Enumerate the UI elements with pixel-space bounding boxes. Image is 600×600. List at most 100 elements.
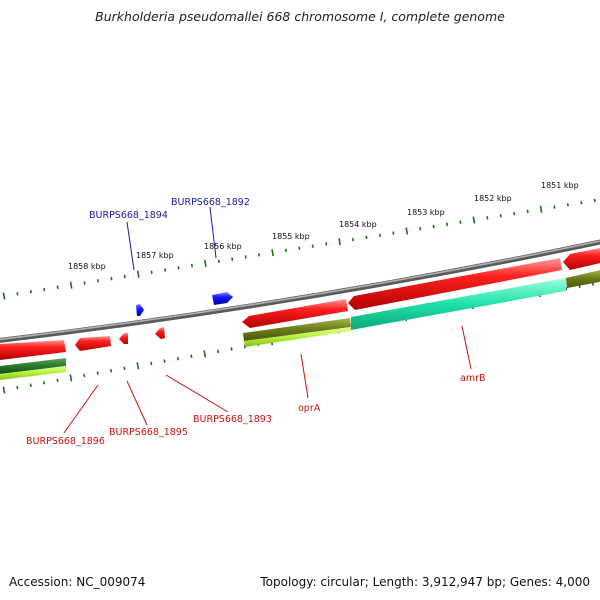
- inner-scale-minor-tick: [243, 344, 246, 349]
- map-title: Burkholderia pseudomallei 668 chromosome…: [95, 9, 505, 24]
- scale-label-1855: 1855 kbp: [272, 232, 310, 241]
- label-BURPS668_1894: BURPS668_1894: [89, 210, 168, 221]
- scale-label-1854: 1854 kbp: [339, 220, 377, 229]
- outer-scale-minor-tick: [553, 205, 556, 209]
- outer-scale-minor-tick: [486, 216, 489, 220]
- label-BURPS668_1893: BURPS668_1893: [193, 414, 272, 425]
- scale-label-1852: 1852 kbp: [474, 194, 512, 203]
- inner-scale-minor-tick: [217, 349, 220, 354]
- outer-scale-minor-tick: [56, 285, 59, 290]
- scale-label-1856: 1856 kbp: [204, 242, 242, 251]
- label-BURPS668_1892: BURPS668_1892: [171, 197, 250, 208]
- scale-labels: 1851 kbp 1852 kbp 1853 kbp 1854 kbp 1855…: [68, 181, 579, 271]
- outer-scale-ticks: [2, 198, 596, 300]
- inner-scale-minor-tick: [56, 378, 59, 383]
- scale-label-1853: 1853 kbp: [407, 208, 445, 217]
- inner-scale-major-tick: [2, 386, 6, 394]
- genome-summary-text: Topology: circular; Length: 3,912,947 bp…: [260, 575, 590, 589]
- outer-scale-major-tick: [271, 248, 274, 257]
- gene-BURPS668_1892[interactable]: [212, 292, 233, 305]
- outer-scale-major-tick: [136, 270, 140, 278]
- outer-scale-minor-tick: [446, 222, 449, 227]
- gene-amrB[interactable]: [348, 258, 562, 310]
- outer-scale-major-tick: [204, 259, 207, 268]
- inner-scale-minor-tick: [110, 368, 113, 373]
- outer-scale-minor-tick: [593, 198, 596, 203]
- gene-left-edge-cds[interactable]: [0, 340, 66, 360]
- outer-scale-minor-tick: [177, 266, 180, 270]
- outer-scale-minor-tick: [513, 211, 516, 216]
- gene-oprA[interactable]: [242, 299, 348, 328]
- scale-label-1857: 1857 kbp: [136, 251, 174, 260]
- inner-scale-minor-tick: [43, 381, 46, 385]
- outer-scale-minor-tick: [190, 263, 193, 268]
- inner-scale-minor-tick: [83, 373, 86, 378]
- inner-scale-minor-tick: [150, 361, 153, 366]
- feature-band-lime-left: [0, 366, 66, 380]
- outer-scale-minor-tick: [43, 287, 46, 292]
- gene-BURPS668_1896[interactable]: [75, 336, 111, 351]
- outer-scale-minor-tick: [16, 292, 19, 296]
- outer-scale-minor-tick: [231, 257, 234, 261]
- gene-BURPS668_1894[interactable]: [136, 304, 144, 316]
- outer-scale-major-tick: [2, 292, 6, 300]
- outer-scale-minor-tick: [378, 233, 381, 237]
- inner-scale-minor-tick: [190, 354, 193, 358]
- outer-scale-minor-tick: [29, 289, 32, 294]
- gene-BURPS668_1893[interactable]: [155, 327, 165, 339]
- outer-scale-minor-tick: [150, 270, 153, 274]
- outer-scale-minor-tick: [580, 200, 583, 205]
- outer-scale-major-tick: [539, 205, 543, 213]
- outer-scale-minor-tick: [566, 203, 569, 207]
- outer-scale-minor-tick: [284, 248, 287, 253]
- outer-scale-minor-tick: [526, 209, 529, 214]
- label-oprA: oprA: [298, 403, 321, 414]
- inner-scale-minor-tick: [176, 356, 180, 361]
- label-BURPS668_1895: BURPS668_1895: [109, 427, 188, 438]
- feature-band-darkgreen-left: [0, 358, 66, 374]
- outer-scale-minor-tick: [298, 246, 301, 250]
- inner-scale-minor-tick: [29, 383, 32, 387]
- inner-scale-minor-tick: [123, 366, 126, 371]
- inner-scale-minor-tick: [16, 385, 19, 390]
- outer-scale-minor-tick: [96, 279, 99, 283]
- inner-scale-minor-tick: [230, 347, 233, 351]
- outer-scale-minor-tick: [365, 235, 368, 240]
- inner-scale-minor-tick: [163, 359, 166, 363]
- callout-line-oprA: [300, 353, 309, 399]
- outer-scale-minor-tick: [352, 237, 355, 242]
- outer-scale-minor-tick: [459, 220, 462, 224]
- outer-scale-major-tick: [338, 238, 341, 246]
- outer-scale-minor-tick: [83, 281, 86, 285]
- outer-scale-major-tick: [69, 281, 73, 289]
- callout-line-BURPS668_1895: [126, 380, 148, 426]
- outer-scale-minor-tick: [164, 268, 167, 272]
- feature-band-teal-amrb: [351, 278, 566, 330]
- outer-scale-minor-tick: [419, 227, 422, 231]
- outer-scale-minor-tick: [110, 276, 113, 281]
- feature-band-lime-opra: [244, 327, 351, 347]
- callout-line-amrB: [461, 325, 472, 370]
- accession-text: Accession: NC_009074: [9, 575, 146, 589]
- gene-BURPS668_1895[interactable]: [119, 333, 128, 344]
- outer-scale-minor-tick: [258, 253, 261, 257]
- callout-line-BURPS668_1893: [165, 374, 229, 413]
- feature-band-olive-right: [566, 270, 600, 288]
- chromosome-backbone: [0, 239, 600, 343]
- outer-scale-minor-tick: [311, 244, 314, 248]
- gene-right-edge-cds[interactable]: [563, 247, 600, 270]
- callout-line-BURPS668_1896: [63, 384, 99, 434]
- callout-line-BURPS668_1894: [126, 221, 135, 271]
- callout-line-BURPS668_1892: [209, 206, 217, 259]
- scale-label-1858: 1858 kbp: [68, 262, 106, 271]
- inner-scale-major-tick: [136, 362, 140, 370]
- label-amrB: amrB: [460, 373, 486, 384]
- outer-scale-minor-tick: [325, 242, 328, 246]
- outer-scale-minor-tick: [499, 213, 502, 218]
- outer-scale-minor-tick: [432, 224, 435, 229]
- outer-scale-major-tick: [405, 227, 409, 235]
- outer-scale-minor-tick: [244, 255, 247, 259]
- outer-scale-minor-tick: [392, 231, 395, 235]
- label-BURPS668_1896: BURPS668_1896: [26, 436, 105, 447]
- inner-scale-minor-tick: [96, 371, 99, 375]
